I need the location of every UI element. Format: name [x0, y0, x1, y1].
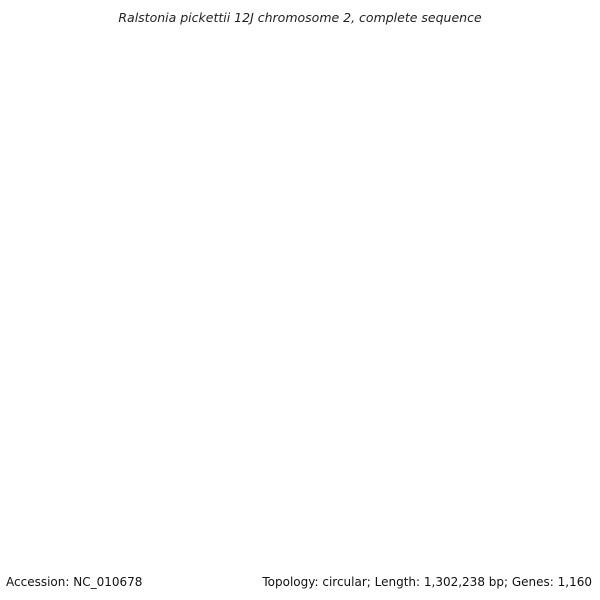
map-title: Ralstonia pickettii 12J chromosome 2, co… — [118, 10, 482, 25]
genome-summary-text: Topology: circular; Length: 1,302,238 bp… — [261, 575, 592, 589]
footer-background — [0, 572, 600, 600]
accession-text: Accession: NC_010678 — [6, 575, 142, 589]
title-background — [95, 6, 505, 28]
